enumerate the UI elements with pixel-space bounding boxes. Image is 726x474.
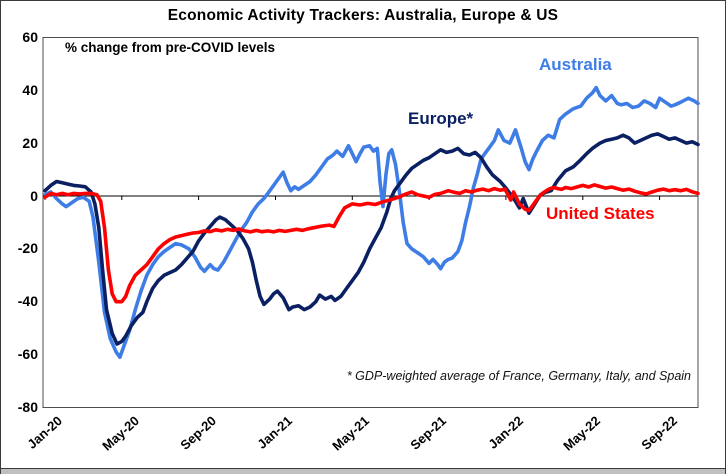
series-line-united-states bbox=[43, 183, 700, 304]
y-axis-label: 60 bbox=[22, 28, 38, 45]
series-line-europe bbox=[43, 132, 700, 346]
y-axis-label: 20 bbox=[22, 134, 38, 151]
series-label-australia: Australia bbox=[539, 55, 612, 74]
series-line-australia bbox=[43, 85, 700, 360]
y-axis-label: 40 bbox=[22, 81, 38, 98]
series-label-united-states: United States bbox=[546, 204, 655, 223]
y-axis-label: -20 bbox=[17, 240, 38, 257]
footnote-gdp-weighted: * GDP-weighted average of France, German… bbox=[346, 369, 691, 383]
units-annotation: % change from pre-COVID levels bbox=[65, 40, 276, 55]
y-axis-label: 0 bbox=[30, 187, 38, 204]
plot-frame bbox=[42, 37, 699, 408]
y-axis-label: -80 bbox=[17, 398, 38, 415]
series-label-europe: Europe* bbox=[408, 109, 474, 128]
y-axis-label: -40 bbox=[17, 293, 38, 310]
y-axis-label: -60 bbox=[17, 346, 38, 363]
bottom-edge-strip bbox=[1, 468, 725, 474]
chart-title: Economic Activity Trackers: Australia, E… bbox=[167, 7, 559, 24]
